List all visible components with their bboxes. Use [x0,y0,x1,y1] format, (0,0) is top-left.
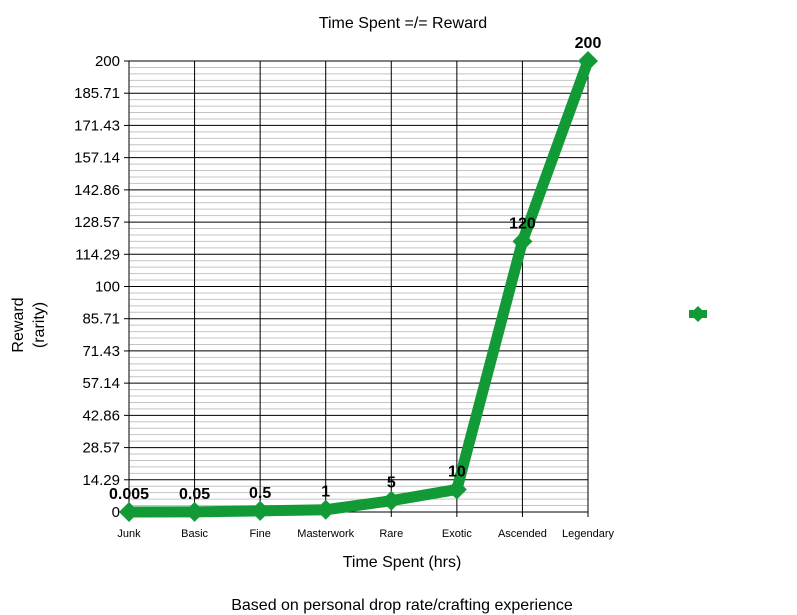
y-tick-label: 142.86 [74,182,120,199]
x-tick-label: Ascended [498,528,547,540]
data-label: 1 [321,484,330,501]
y-tick-label: 157.14 [74,150,120,167]
data-point-marker [315,499,336,520]
y-tick-label: 0 [112,504,120,521]
x-tick-label: Rare [379,528,403,540]
y-tick-label: 100 [95,279,120,296]
x-tick-label: Basic [181,528,208,540]
x-tick-label: Legendary [562,528,614,540]
y-tick-label: 14.29 [82,472,120,489]
legend [689,306,707,322]
y-tick-label: 171.43 [74,117,120,134]
vertical-gridlines [194,61,523,512]
data-label: 200 [575,35,602,52]
legend-marker [690,306,706,322]
major-gridlines [129,60,588,513]
data-label: 120 [509,215,536,232]
y-tick-label: 114.29 [75,246,120,263]
data-point-marker [381,490,402,511]
y-tick-label: 128.57 [74,214,120,231]
x-tick-label: Fine [249,528,270,540]
y-tick-label: 71.43 [82,343,120,360]
x-tick-label: Exotic [442,528,472,540]
x-tick-label: Junk [117,528,141,540]
y-axis-label-line2: (rarity) [31,302,48,348]
y-tick-label: 185.71 [74,85,120,102]
data-label: 5 [387,475,396,492]
y-axis-label-line1: Reward [10,297,27,352]
x-tick-label: Masterwork [297,528,354,540]
chart-caption: Based on personal drop rate/crafting exp… [231,597,573,614]
y-tick-label: 85.71 [82,311,120,328]
data-label: 0.5 [249,485,271,502]
chart-title: Time Spent =/= Reward [319,15,487,32]
y-tick-label: 28.57 [82,440,120,457]
series-line-group [119,51,598,522]
series-line [123,55,594,518]
minor-gridlines [129,66,588,507]
data-label: 10 [448,463,466,480]
data-point-marker [446,479,467,500]
data-point-marker [119,501,139,522]
y-axis-ticks: 0 14.29 28.57 42.86 57.14 71.43 85.71 100 114.29… [74,53,129,521]
data-point-marker [184,501,205,522]
data-point-marker [512,231,533,252]
data-point-marker [578,51,598,71]
data-label: 0.05 [179,486,210,503]
data-labels: 0.005 0.05 0.5 1 5 10 120 200 [109,35,601,503]
x-axis-ticks: Junk Basic Fine Masterwork Rare Exotic Ascende… [117,512,614,540]
y-tick-label: 200 [95,53,120,70]
data-point-marker [250,500,271,521]
y-tick-label: 42.86 [82,407,120,424]
data-label: 0.005 [109,486,149,503]
x-axis-label: Time Spent (hrs) [343,554,462,571]
y-tick-label: 57.14 [82,375,120,392]
